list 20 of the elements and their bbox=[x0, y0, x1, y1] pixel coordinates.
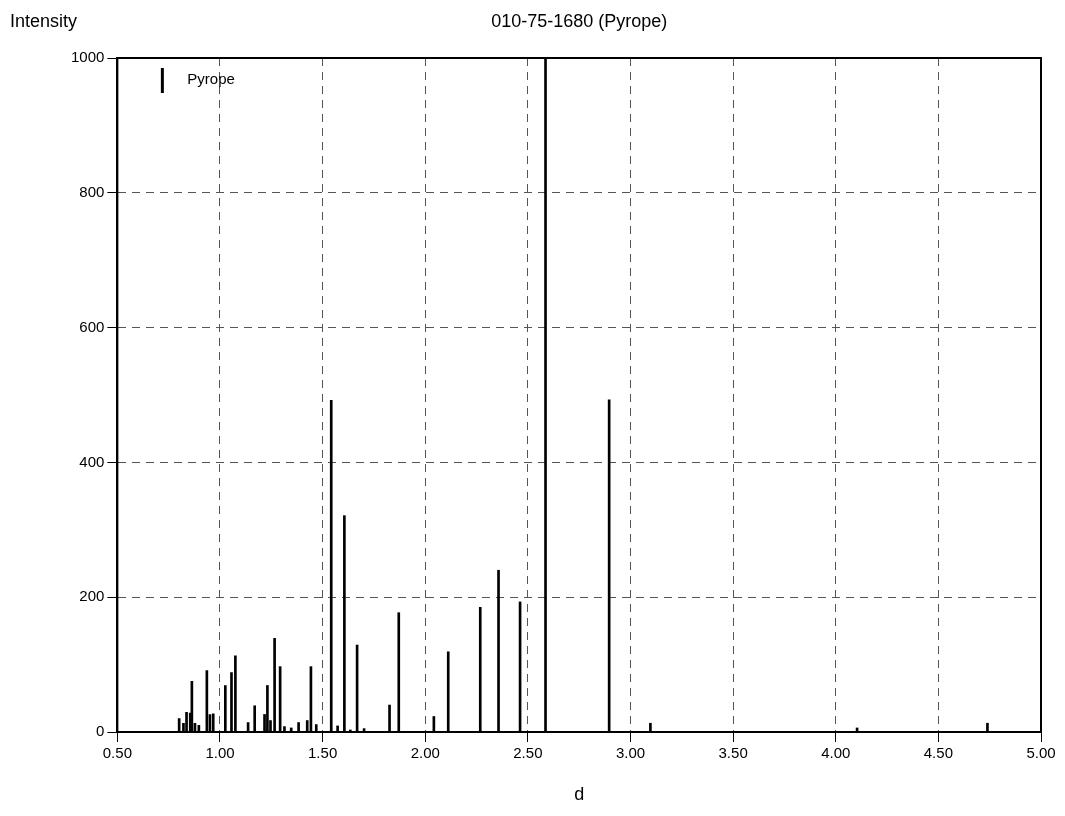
x-tick-label: 4.00 bbox=[821, 744, 851, 762]
x-tick-label: 4.50 bbox=[923, 744, 953, 762]
x-tick-label: 2.50 bbox=[513, 744, 543, 762]
x-tick-label: 2.00 bbox=[410, 744, 440, 762]
y-tick-label: 600 bbox=[79, 317, 105, 335]
x-tick-label: 3.50 bbox=[718, 744, 748, 762]
x-tick-label: 5.00 bbox=[1026, 744, 1056, 762]
y-axis-title: Intensity bbox=[10, 11, 78, 31]
x-tick-label: 3.00 bbox=[615, 744, 646, 762]
y-tick-label: 800 bbox=[79, 182, 105, 200]
x-tick-label: 1.50 bbox=[308, 744, 338, 762]
x-tick-label: 1.00 bbox=[205, 744, 235, 762]
x-tick-label: 0.50 bbox=[102, 744, 132, 762]
y-tick-label: 0 bbox=[96, 722, 105, 740]
y-tick-label: 400 bbox=[79, 452, 105, 470]
y-tick-label: 1000 bbox=[70, 48, 105, 66]
chart-title: 010-75-1680 (Pyrope) bbox=[491, 11, 668, 31]
legend-label: Pyrope bbox=[187, 70, 235, 88]
x-axis-title: d bbox=[574, 784, 585, 804]
y-tick-label: 200 bbox=[79, 587, 105, 605]
